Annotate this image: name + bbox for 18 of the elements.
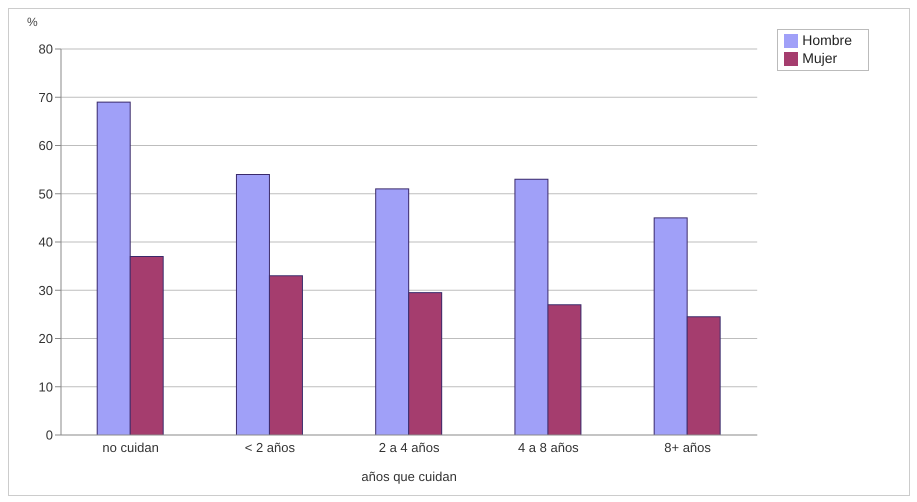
y-tick-label: 10 [38, 379, 53, 394]
y-tick-label: 40 [38, 234, 53, 250]
legend-label: Hombre [802, 32, 852, 48]
x-tick-label: no cuidan [102, 440, 159, 456]
x-tick-label: 2 a 4 años [378, 440, 440, 456]
x-tick-label: 8+ años [664, 440, 712, 456]
y-tick-label: 60 [38, 138, 53, 154]
y-tick-label: 0 [46, 428, 53, 443]
y-tick-label: 20 [38, 331, 53, 346]
y-tick-label: 70 [38, 90, 53, 105]
y-tick-label: 50 [38, 186, 53, 202]
x-axis-title: años que cuidan [361, 469, 457, 484]
x-tick-label: 4 a 8 años [518, 440, 580, 456]
x-tick-label: < 2 años [244, 440, 296, 456]
y-axis-title: % [27, 15, 38, 29]
y-tick-label: 80 [38, 42, 53, 57]
legend-label: Mujer [802, 50, 838, 66]
y-tick-label: 30 [38, 282, 53, 298]
